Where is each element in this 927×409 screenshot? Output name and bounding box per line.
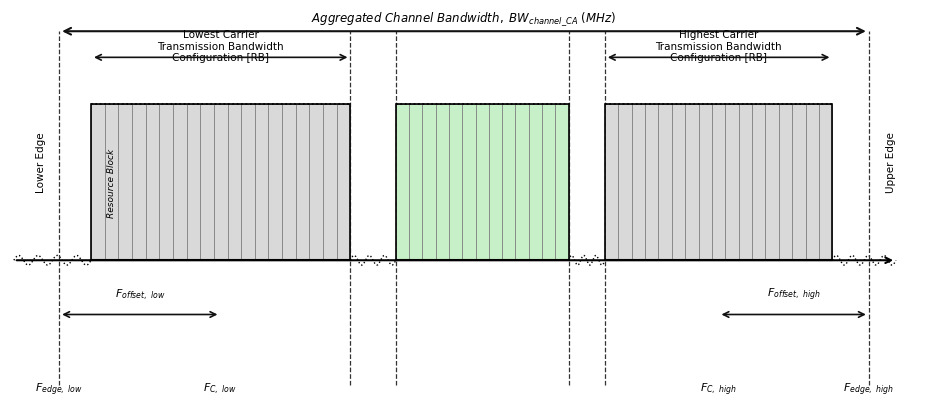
Bar <box>554 104 568 261</box>
Text: Highest Carrier
Transmission Bandwidth
Configuration [RB]: Highest Carrier Transmission Bandwidth C… <box>654 30 781 63</box>
Bar <box>631 104 644 261</box>
Bar <box>684 104 698 261</box>
Text: $\mathit{F}$$_{\mathit{offset,\ low}}$: $\mathit{F}$$_{\mathit{offset,\ low}}$ <box>114 288 165 303</box>
Bar <box>435 104 449 261</box>
Bar <box>449 104 462 261</box>
Text: $F_{\mathit{edge,\ high}}$: $F_{\mathit{edge,\ high}}$ <box>843 381 893 397</box>
Bar <box>395 104 568 261</box>
Bar <box>323 104 337 261</box>
Text: Lowest Carrier
Transmission Bandwidth
Configuration [RB]: Lowest Carrier Transmission Bandwidth Co… <box>158 30 284 63</box>
Bar <box>200 104 214 261</box>
Bar <box>617 104 631 261</box>
Bar <box>644 104 658 261</box>
Bar <box>658 104 671 261</box>
Bar <box>337 104 350 261</box>
Bar <box>119 104 132 261</box>
Bar <box>541 104 554 261</box>
Bar <box>146 104 159 261</box>
Bar <box>489 104 502 261</box>
Bar <box>502 104 514 261</box>
Bar <box>738 104 751 261</box>
Text: Upper Edge: Upper Edge <box>885 132 895 193</box>
Bar <box>268 104 282 261</box>
Text: $\it{Aggregated\ Channel\ Bandwidth,\ }$$\it{BW}$$_{\it{channel\_CA}}$$\it{\ (MH: $\it{Aggregated\ Channel\ Bandwidth,\ }$… <box>311 10 616 28</box>
Bar <box>671 104 684 261</box>
Bar <box>765 104 778 261</box>
Bar <box>725 104 738 261</box>
Bar <box>309 104 323 261</box>
Bar <box>172 104 186 261</box>
Bar <box>227 104 241 261</box>
Bar <box>91 104 350 261</box>
Text: $F_{\mathit{C,\ high}}$: $F_{\mathit{C,\ high}}$ <box>700 381 736 397</box>
Bar <box>395 104 409 261</box>
Bar <box>255 104 268 261</box>
Text: Lower Edge: Lower Edge <box>36 132 46 193</box>
Text: $\mathit{F}$$_{\mathit{offset,\ high}}$: $\mathit{F}$$_{\mathit{offset,\ high}}$ <box>766 286 819 303</box>
Bar <box>751 104 765 261</box>
Bar <box>132 104 146 261</box>
Bar <box>514 104 528 261</box>
Bar <box>422 104 435 261</box>
Bar <box>711 104 725 261</box>
Bar <box>698 104 711 261</box>
Bar <box>409 104 422 261</box>
Bar <box>818 104 832 261</box>
Bar <box>186 104 200 261</box>
Bar <box>159 104 172 261</box>
Bar <box>475 104 489 261</box>
Text: $F_{\mathit{C,\ low}}$: $F_{\mathit{C,\ low}}$ <box>203 381 236 396</box>
Bar <box>778 104 792 261</box>
Bar <box>214 104 227 261</box>
Text: $F_{\mathit{edge,\ low}}$: $F_{\mathit{edge,\ low}}$ <box>35 381 83 397</box>
Bar <box>282 104 296 261</box>
Bar <box>792 104 805 261</box>
Bar <box>528 104 541 261</box>
Bar <box>105 104 119 261</box>
Text: Resource Block: Resource Block <box>107 148 116 217</box>
Bar <box>241 104 255 261</box>
Bar <box>604 104 832 261</box>
Bar <box>805 104 818 261</box>
Bar <box>91 104 105 261</box>
Bar <box>462 104 475 261</box>
Bar <box>296 104 309 261</box>
Bar <box>604 104 617 261</box>
